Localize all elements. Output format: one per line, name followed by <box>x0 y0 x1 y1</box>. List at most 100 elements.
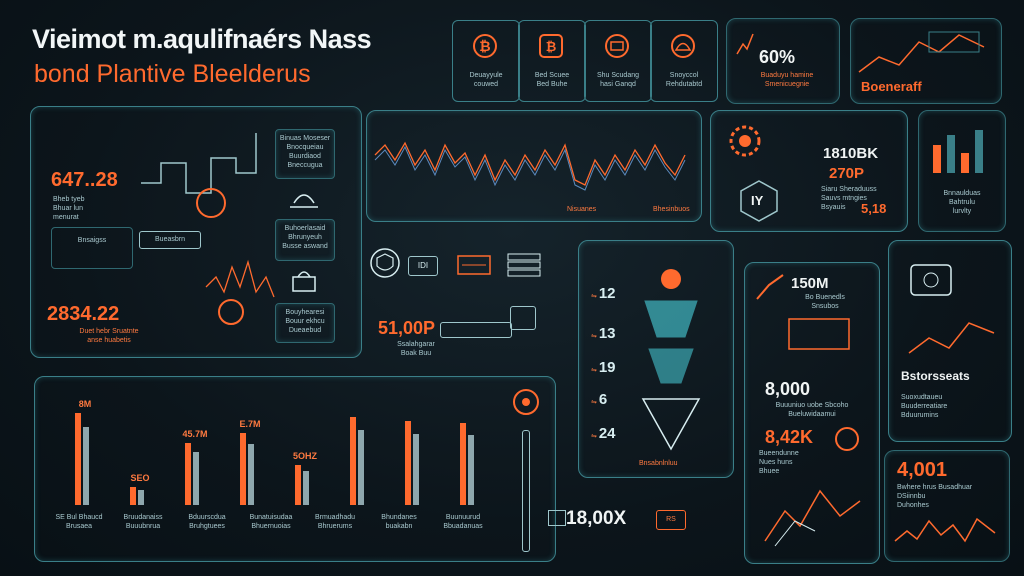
bar-group: 5OHZ <box>285 395 325 505</box>
far-right-sparkline <box>894 517 996 543</box>
funnel-level-2: ⇋ 13 <box>591 325 616 342</box>
bar-grey <box>248 444 254 505</box>
funnel-level-3: ⇋ 19 <box>591 359 616 376</box>
id-badge[interactable]: IDI <box>408 256 438 276</box>
tile-caption: Deuayyule couwed <box>469 72 503 88</box>
center-stat-caption: Ssalahgarar Boak Buu <box>397 341 435 357</box>
bar-orange <box>405 421 411 505</box>
bar-grey <box>468 435 474 505</box>
server-icon <box>457 255 491 275</box>
center-input-bar[interactable] <box>440 322 512 338</box>
bar-grey <box>83 427 89 505</box>
card-label: Boeneraff <box>861 79 922 94</box>
bottom-center-badge[interactable]: RS <box>656 510 686 530</box>
right-mid-stat-2: 8,000 <box>765 379 811 399</box>
bar-footer-caption: Bruudanaiss Buuubnrua <box>123 514 163 530</box>
tile-dome[interactable]: Snoyccol Rehdutabtd <box>650 20 718 102</box>
center-line-chart <box>374 141 686 191</box>
tile-mining[interactable]: Shu Scudang hasi Ganqd <box>584 20 652 102</box>
right-mid-panel: 150M Bo Buenedls Snsubos 8,000 Buuuniuo … <box>744 262 880 564</box>
tile-bitcoin[interactable]: ₿ Deuayyule couwed <box>452 20 520 102</box>
trend-up-icon <box>756 274 784 300</box>
tile-bitcoin-square[interactable]: ₿ Bed Scuee Bed Buhe <box>518 20 586 102</box>
left-widget-2[interactable]: Buhoerlasaid Bhrunyeuh Busse aswand <box>275 219 335 261</box>
bar-group: 8M <box>65 395 105 505</box>
right-mid-stat-1: 150M <box>791 275 829 292</box>
far-right-stat-card: 4,001 Bwhere hrus Busadhuar DSiinnbu Duh… <box>884 450 1010 562</box>
vertical-slider[interactable] <box>522 430 530 552</box>
bar-footer-caption: Brmuadhadu Bhruerums <box>314 514 356 530</box>
lock-icon <box>292 271 316 292</box>
chart-sparkline-icon <box>736 33 754 55</box>
bar-grey <box>303 471 309 505</box>
right-top-stat-2: 270P <box>829 165 865 182</box>
bar-orange <box>240 433 246 505</box>
bar-group: SEO <box>120 395 160 505</box>
hex-label: IY <box>751 193 764 208</box>
right-mid-stat-2-caption: Buuuniuo uobe Sbcoho Bueluwidaamui <box>775 402 849 418</box>
left-tag2: Bueasbrn <box>155 236 185 243</box>
hardware-wallet-icon <box>910 264 952 296</box>
right-top-stat-3: 5,18 <box>861 201 887 216</box>
bar-orange <box>75 413 81 505</box>
funnel-level-5: ⇋ 24 <box>591 425 616 442</box>
bar-group: E.7M <box>230 395 270 505</box>
bar-group: 45.7M <box>175 395 215 505</box>
left-widget-3[interactable]: Bouyhearesi Bouur ekhcu Dueaebud <box>275 303 335 343</box>
far-right-bottom-panel: Bstorsseats Suoxudtaueu Buuderreatiare B… <box>888 240 1012 442</box>
bar-label: SEO <box>130 473 150 483</box>
bar-orange <box>460 423 466 505</box>
stat-caption: Buaduyu hamine Smenicuegnie <box>760 72 814 88</box>
right-mid-widget <box>788 318 850 350</box>
far-right-line-chart <box>908 322 995 354</box>
page-subtitle: bond Plantive Bleelderus <box>34 60 311 88</box>
bar-label: 5OHZ <box>292 451 317 461</box>
left-tag: Bnsaigss <box>77 237 107 244</box>
left-tag2-box[interactable]: Bueasbrn <box>139 231 201 249</box>
stack-icon <box>507 253 541 277</box>
right-mid-mountain-chart <box>764 489 861 547</box>
chart-caption-right: Bhesinbuos <box>653 206 690 213</box>
hex-node-icon <box>740 180 778 222</box>
left-widget-1[interactable]: Binuas Moseser Bnocqueiau Buurdiaod Bnec… <box>275 129 335 179</box>
bar-footer-caption: Buunuurud Bbuadanuas <box>443 514 483 530</box>
bitcoin-coin-icon: ₿ <box>473 34 497 58</box>
badge-label: RS <box>666 516 676 523</box>
bar-orange <box>295 465 301 505</box>
far-right-caption: Suoxudtaueu Buuderreatiare Bduurumins <box>901 394 948 419</box>
left-metrics-panel: 647..28 Bheb tyeb Bhuar lun menurat Bnsa… <box>30 106 362 358</box>
mini-line-chart <box>858 31 985 73</box>
side-bar-chart <box>933 130 983 173</box>
bar-footer-caption: Bduurscdua Bruhgtuees <box>188 514 226 530</box>
bar-chart-panel: 8M SEO 45.7M E.7M 5OHZ SE Bul Bhaucd Brusaea… <box>34 376 556 562</box>
funnel-level-1: ⇋ 12 <box>591 285 616 302</box>
funnel-panel: ⇋ 12 ⇋ 13 ⇋ 19 ⇋ 6 ⇋ 24 Bnsabnlnluu <box>578 240 734 478</box>
right-mid-stat-3: 8,42K <box>765 427 814 447</box>
left-step-chart <box>141 133 257 218</box>
bar-grey <box>413 434 419 505</box>
widget-caption: Buhoerlasaid Bhrunyeuh Busse aswand <box>282 225 328 250</box>
bar-grey <box>358 430 364 505</box>
funnel-level-4: ⇋ 6 <box>591 391 608 408</box>
bar-footer-caption: Bhundanes buakabn <box>381 514 417 530</box>
tile-caption: Shu Scudang hasi Ganqd <box>596 72 640 88</box>
right-top-panel: 1810BK 270P Siaru Sheraduuss Sauvs mtngi… <box>710 110 908 232</box>
bar-footer-caption: Bunatuisudaa Bhuernuoias <box>249 514 293 530</box>
right-mid-stat-3-caption: Bueendunne Nues huns Bhuee <box>759 450 799 475</box>
center-small-icon[interactable] <box>510 306 536 330</box>
left-tag-box[interactable]: Bnsaigss <box>51 227 133 269</box>
bar-label: E.7M <box>239 419 261 429</box>
bar-footer-caption: SE Bul Bhaucd Brusaea <box>55 514 103 530</box>
center-stat: 51,00P <box>378 318 436 338</box>
widget-caption: Binuas Moseser Bnocqueiau Buurdiaod Bnec… <box>279 135 331 169</box>
tile-caption: Bed Scuee Bed Buhe <box>534 72 570 88</box>
id-badge-label: IDI <box>417 261 429 270</box>
svg-text:₿: ₿ <box>546 40 557 55</box>
shield-icon <box>370 248 400 278</box>
right-top-caption: Siaru Sheraduuss Sauvs mtngies Bsyauis <box>821 186 877 211</box>
bottom-small-box[interactable] <box>548 510 566 526</box>
target-icon <box>513 389 539 415</box>
right-mid-stat-1-caption: Bo Buenedls Snsubos <box>805 294 845 310</box>
mining-rig-icon <box>605 34 629 58</box>
widget-caption: Bouyhearesi Bouur ekhcu Dueaebud <box>285 309 325 334</box>
